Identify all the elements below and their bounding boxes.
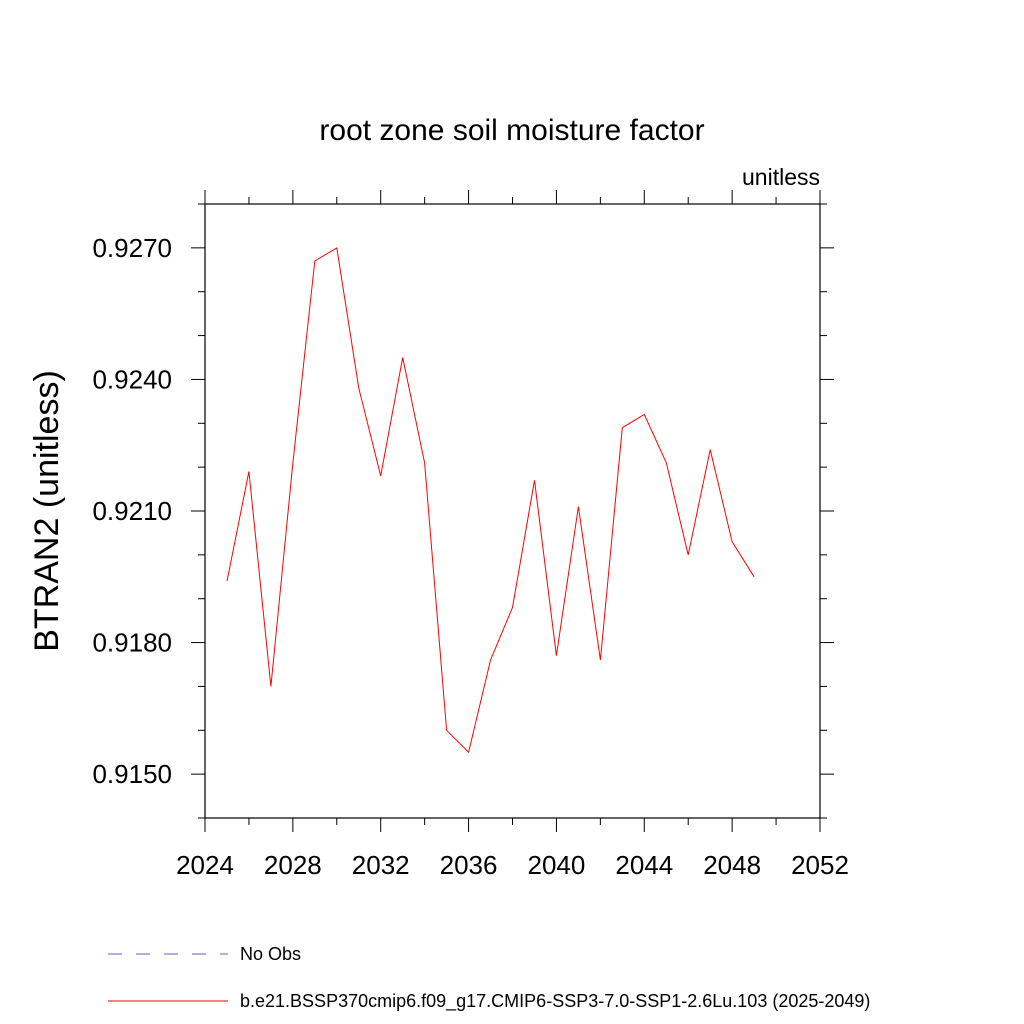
x-tick-label: 2052 — [791, 850, 849, 880]
x-tick-label: 2048 — [703, 850, 761, 880]
axis-ticks — [191, 190, 834, 832]
x-tick-label: 2028 — [264, 850, 322, 880]
legend: No Obs b.e21.BSSP370cmip6.f09_g17.CMIP6-… — [108, 944, 870, 1012]
series-line — [226, 247, 755, 754]
y-tick-label: 0.9270 — [92, 233, 172, 263]
series-group — [226, 247, 755, 754]
legend-label-model-run: b.e21.BSSP370cmip6.f09_g17.CMIP6-SSP3-7.… — [240, 991, 870, 1012]
x-tick-label: 2032 — [352, 850, 410, 880]
x-tick-label: 2040 — [528, 850, 586, 880]
y-tick-label: 0.9180 — [92, 628, 172, 658]
y-tick-label: 0.9150 — [92, 759, 172, 789]
x-tick-label: 2024 — [176, 850, 234, 880]
y-tick-label: 0.9240 — [92, 364, 172, 394]
y-tick-label: 0.9210 — [92, 496, 172, 526]
units-label: unitless — [742, 164, 820, 190]
y-tick-labels: 0.9150 0.9180 0.9210 0.9240 0.9270 — [92, 233, 172, 789]
legend-label-no-obs: No Obs — [240, 944, 301, 964]
x-tick-label: 2044 — [615, 850, 673, 880]
x-tick-label: 2036 — [440, 850, 498, 880]
x-tick-labels: 2024 2028 2032 2036 2040 2044 2048 2052 — [176, 850, 849, 880]
plot-frame — [204, 203, 821, 819]
chart-title: root zone soil moisture factor — [319, 114, 704, 147]
y-axis-label: BTRAN2 (unitless) — [28, 370, 66, 652]
